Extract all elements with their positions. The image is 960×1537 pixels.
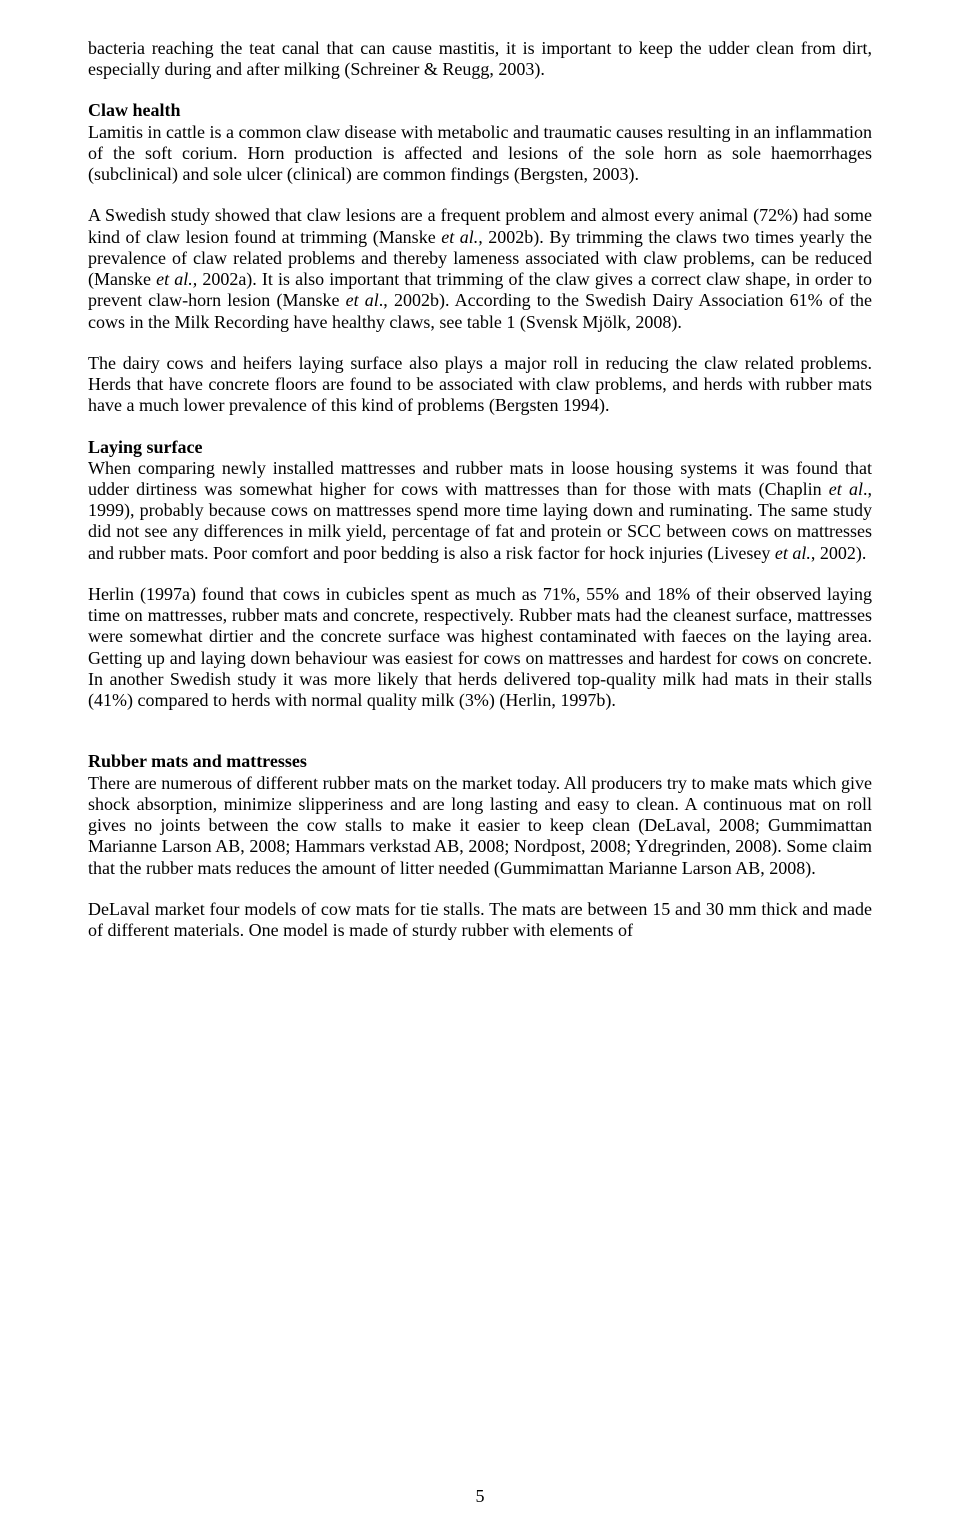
- heading-rubber-mats: Rubber mats and mattresses: [88, 751, 872, 772]
- citation-italic: et al.: [775, 543, 811, 563]
- heading-claw-health: Claw health: [88, 100, 872, 121]
- document-page: bacteria reaching the teat canal that ca…: [0, 0, 960, 1537]
- page-number: 5: [0, 1486, 960, 1507]
- paragraph-claw-1: Lamitis in cattle is a common claw disea…: [88, 122, 872, 186]
- spacer: [88, 731, 872, 751]
- text-span: When comparing newly installed mattresse…: [88, 458, 872, 499]
- citation-italic: et al: [829, 479, 863, 499]
- paragraph-laying-2: Herlin (1997a) found that cows in cubicl…: [88, 584, 872, 711]
- paragraph-claw-2: A Swedish study showed that claw lesions…: [88, 205, 872, 332]
- paragraph-rubber-1: There are numerous of different rubber m…: [88, 773, 872, 879]
- paragraph-laying-1: When comparing newly installed mattresse…: [88, 458, 872, 564]
- text-span: , 2002).: [811, 543, 867, 563]
- heading-laying-surface: Laying surface: [88, 437, 872, 458]
- paragraph-intro: bacteria reaching the teat canal that ca…: [88, 38, 872, 80]
- paragraph-claw-3: The dairy cows and heifers laying surfac…: [88, 353, 872, 417]
- paragraph-rubber-2: DeLaval market four models of cow mats f…: [88, 899, 872, 941]
- citation-italic: et al: [346, 290, 379, 310]
- citation-italic: et al.,: [441, 227, 483, 247]
- citation-italic: et al.,: [156, 269, 197, 289]
